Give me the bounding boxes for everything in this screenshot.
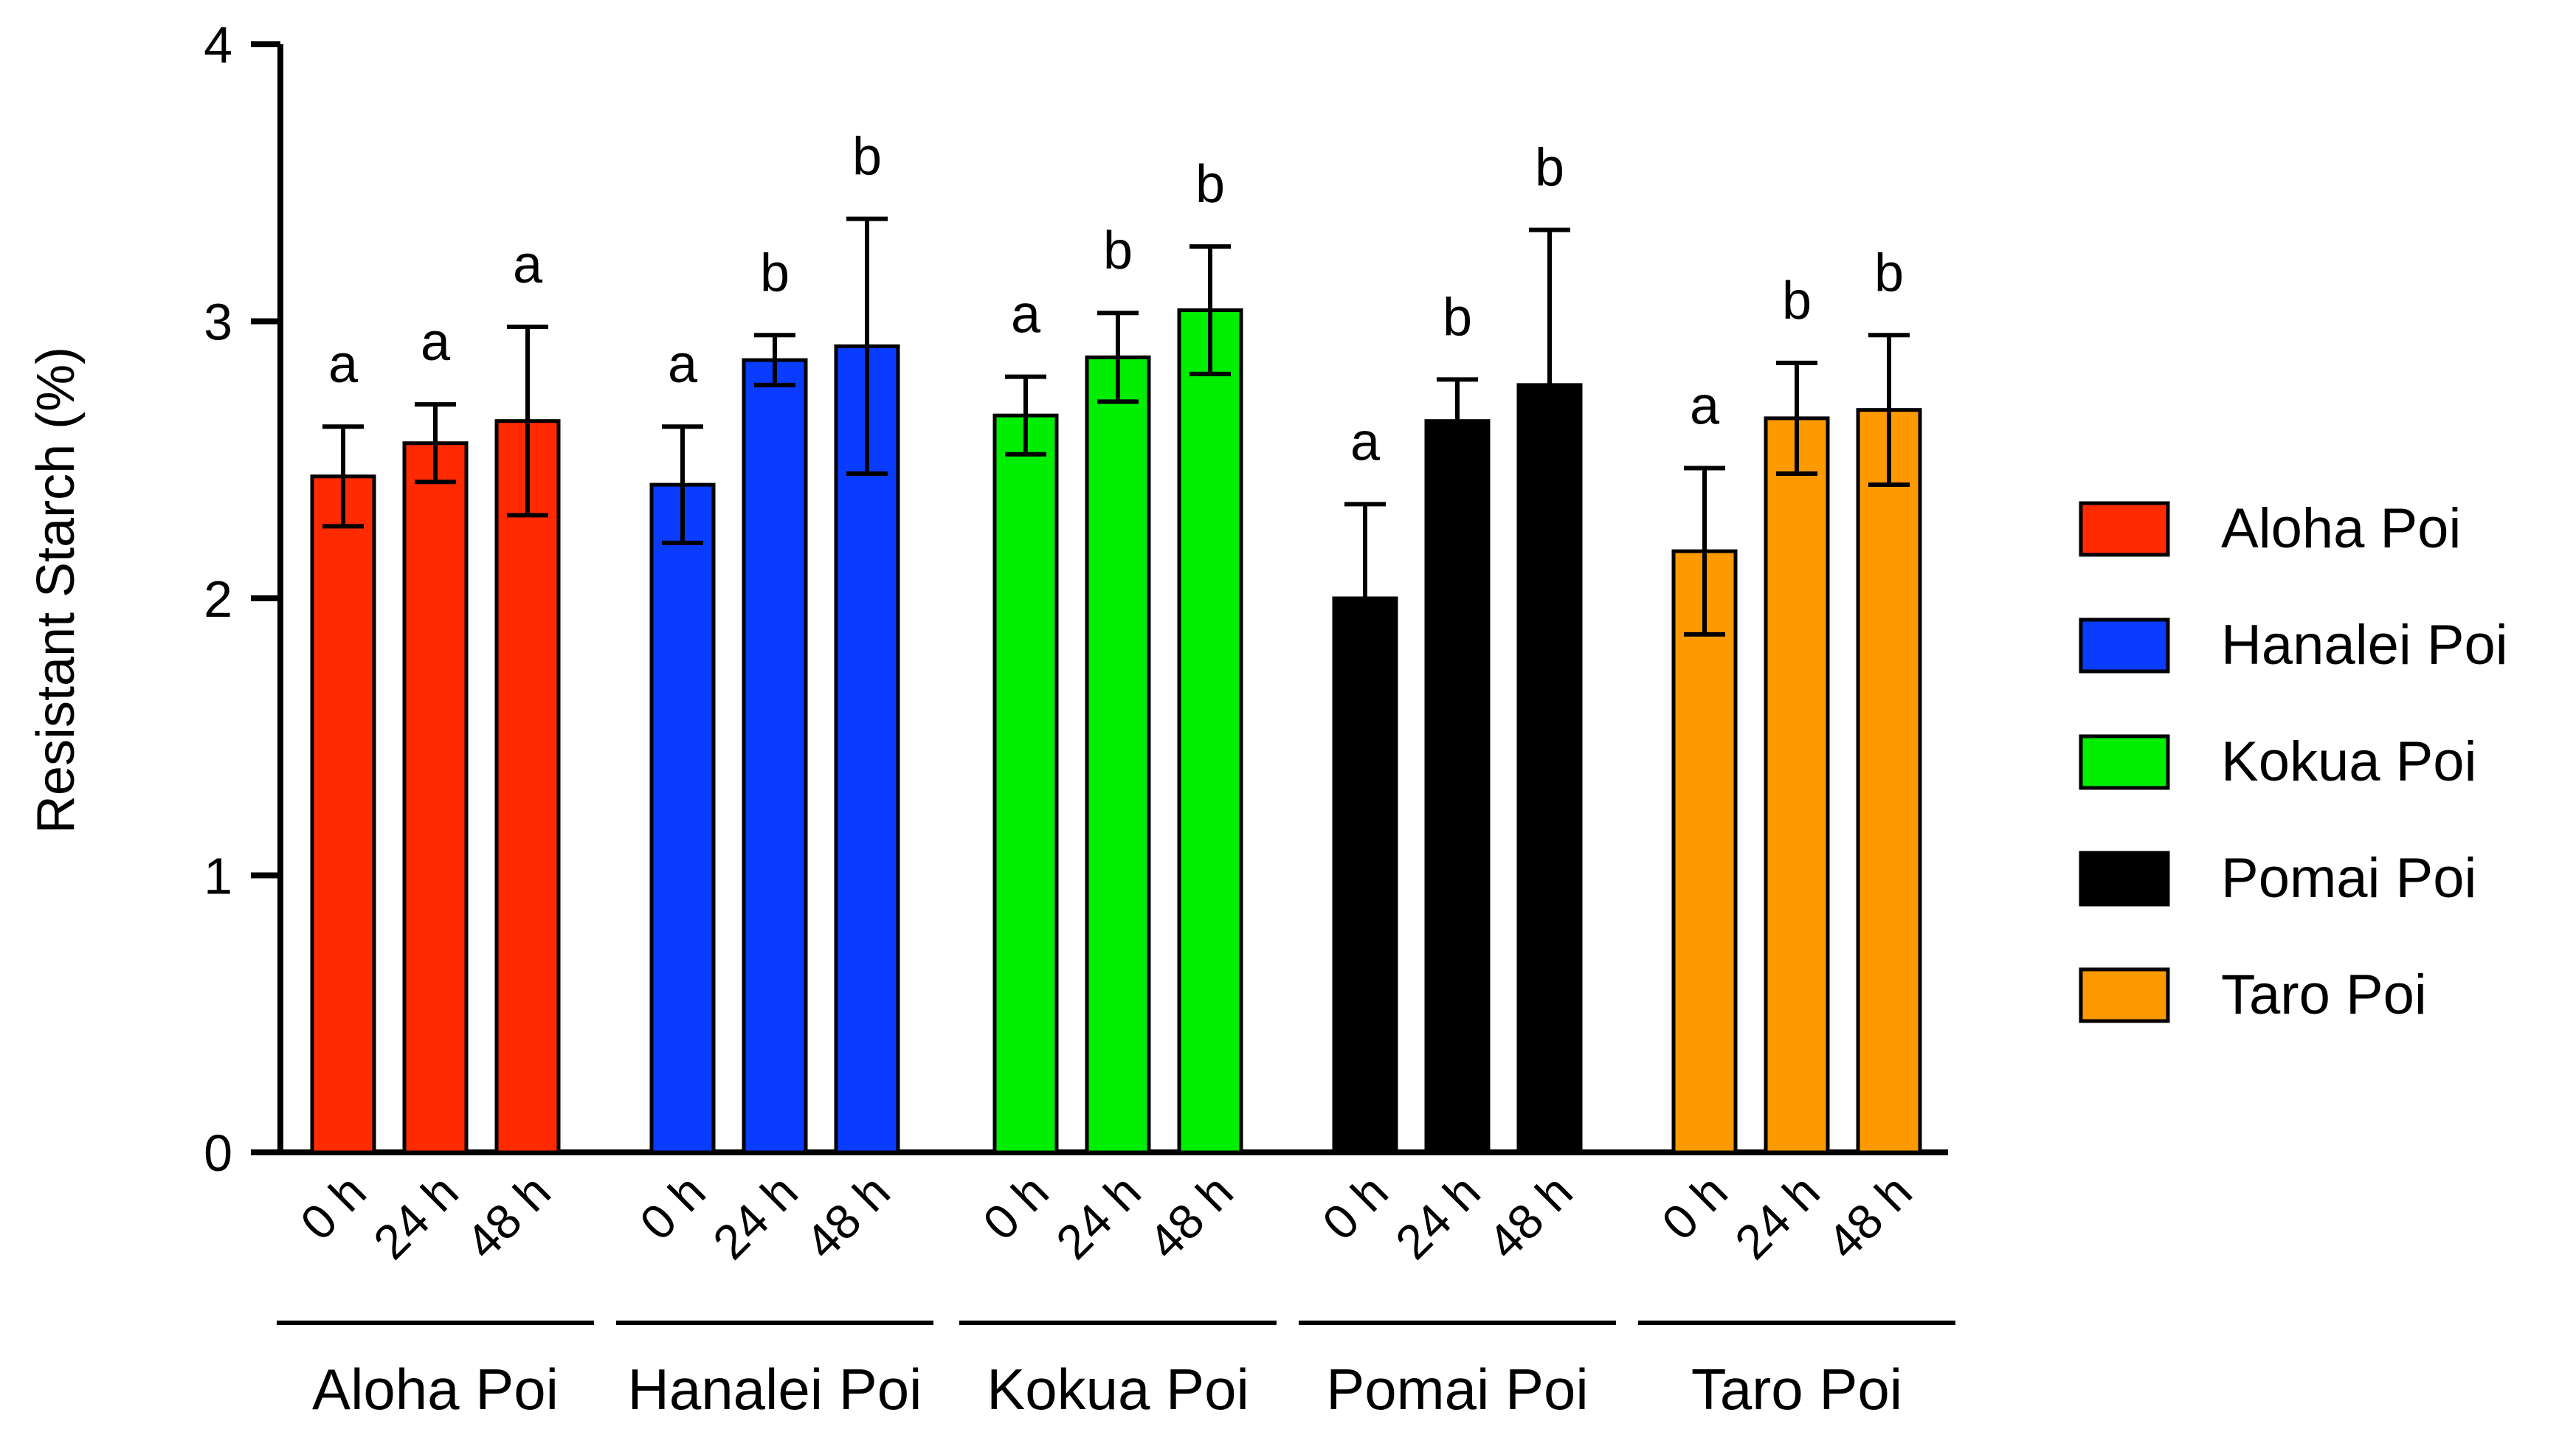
group-label: Aloha Poi [312,1357,559,1422]
bar [494,419,561,1155]
bar [1085,355,1151,1155]
bar [1424,419,1491,1155]
y-tick-label: 3 [204,294,232,351]
group-label: Hanalei Poi [628,1357,922,1422]
legend: Aloha Poi Hanalei Poi Kokua Poi Pomai Poi Ta… [2079,497,2508,1026]
bar [1671,549,1738,1155]
x-tick-label: 0 h [1312,1164,1398,1250]
group-label: Pomai Poi [1326,1357,1589,1422]
significance-letter: a [668,335,698,394]
x-tick-label: 48 h [1477,1164,1583,1270]
significance-letter: b [760,243,790,302]
x-tick-label: 24 h [1724,1164,1830,1270]
bar [992,413,1059,1155]
y-tick-label: 0 [204,1124,232,1182]
x-tick-label: 48 h [1138,1164,1243,1270]
bar [402,441,469,1155]
bars [310,308,1922,1155]
group-label: Taro Poi [1691,1357,1902,1422]
legend-swatch [2079,967,2170,1023]
group-label: Kokua Poi [987,1357,1249,1422]
legend-swatch [2079,618,2170,674]
y-tick-label: 4 [204,16,232,74]
legend-label: Hanalei Poi [2221,614,2508,677]
x-tick-label: 24 h [1046,1164,1151,1270]
significance-letter: b [852,128,882,187]
bar [1177,308,1243,1155]
bar [1764,416,1830,1155]
x-tick-label: 24 h [1385,1164,1491,1270]
significance-letter: a [1690,377,1720,436]
bar [1856,408,1922,1155]
x-tick-label: 24 h [363,1164,469,1270]
legend-label: Taro Poi [2221,964,2427,1026]
x-tick-label: 48 h [795,1164,900,1270]
significance-letters: a a a a b b a b b a b b a b b [328,128,1904,472]
legend-label: Pomai Poi [2221,847,2476,910]
x-tick-label: 0 h [973,1164,1059,1250]
y-axis-title: Resistant Starch (%) [27,347,86,834]
significance-letter: b [1443,288,1472,347]
x-tick-label: 0 h [629,1164,716,1250]
error-bars [322,216,1910,695]
bar [649,482,716,1155]
significance-letter: a [1350,412,1381,471]
x-tick-label: 24 h [702,1164,808,1270]
significance-letter: a [421,313,451,372]
significance-letter: a [328,335,359,394]
significance-letter: b [1103,221,1133,280]
significance-letter: a [1011,286,1041,345]
significance-letter: b [1874,243,1904,302]
legend-label: Aloha Poi [2221,497,2461,560]
significance-letter: b [1782,271,1812,331]
legend-label: Kokua Poi [2221,730,2476,793]
significance-letter: a [513,235,543,294]
legend-swatch [2079,734,2170,790]
bar [742,358,808,1155]
legend-swatch [2079,501,2170,557]
y-tick-label: 1 [204,848,232,905]
x-tick-label: 48 h [455,1164,561,1270]
x-tick-label: 48 h [1817,1164,1922,1270]
x-tick-label: 0 h [290,1164,376,1250]
significance-letter: b [1535,139,1564,198]
x-tick-label: 0 h [1651,1164,1738,1250]
significance-letter: b [1195,155,1225,214]
bar [310,474,376,1155]
y-tick-label: 2 [204,570,232,628]
legend-swatch [2079,851,2170,907]
